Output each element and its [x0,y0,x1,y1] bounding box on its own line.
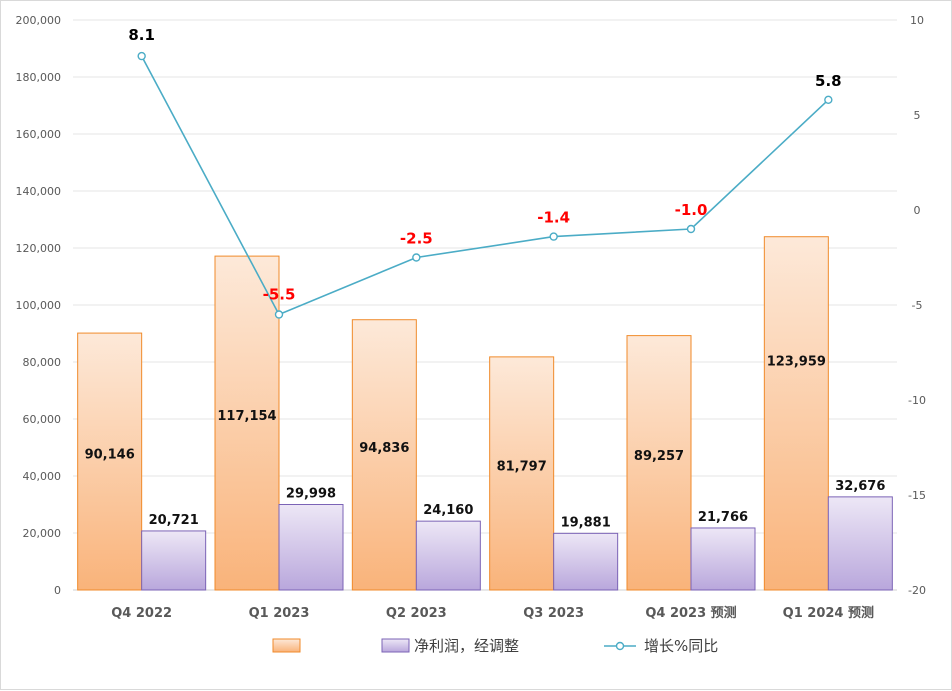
category-label: Q3 2023 [523,606,584,621]
bar-net-profit-adjusted [141,530,207,591]
category-label: Q4 2022 [111,606,172,621]
bar-revenue-value-label: 89,257 [634,449,684,464]
bar-revenue-value-label: 117,154 [217,409,276,424]
bar-revenue [214,255,280,591]
bars [77,236,893,591]
right-axis-tick-label: -15 [908,489,926,502]
bar-revenue [77,332,143,591]
bar-revenue-value-label: 81,797 [497,459,547,474]
bar-revenue [351,319,417,591]
right-axis-tick-label: -20 [908,584,926,597]
growth-value-label: -1.0 [675,201,708,219]
growth-point [412,253,421,262]
legend: 净利润，经调整 增长%同比 [272,637,718,655]
bar-net-profit-adjusted [278,504,344,591]
growth-value-label: -2.5 [400,230,433,248]
legend-label-growth: 增长%同比 [644,637,718,655]
growth-point [686,224,696,234]
left-axis-tick-label: 160,000 [16,128,62,141]
bar-net-profit-value-label: 21,766 [698,510,748,525]
bar-net-profit-adjusted [415,520,481,591]
right-axis-tick-label: -10 [908,394,926,407]
right-axis-tick-label: -5 [912,299,923,312]
bar-revenue-value-label: 123,959 [767,354,826,369]
category-label: Q1 2023 [249,606,310,621]
category-label: Q1 2024 预测 [783,605,874,621]
left-axis-tick-label: 120,000 [16,242,62,255]
left-axis-tick-label: 100,000 [16,299,62,312]
growth-point [549,232,558,241]
growth-value-label: 8.1 [128,26,155,44]
category-label: Q2 2023 [386,606,447,621]
left-axis-tick-label: 140,000 [16,185,62,198]
bar-net-profit-value-label: 24,160 [423,503,473,518]
bar-net-profit-value-label: 32,676 [835,479,885,494]
bar-revenue-value-label: 94,836 [359,441,409,456]
bar-net-profit-adjusted [553,532,619,591]
growth-value-label: 5.8 [815,72,842,90]
growth-line-path [140,55,829,316]
growth-value-label: -1.4 [537,209,570,227]
bar-net-profit-value-label: 29,998 [286,487,336,502]
legend-label-net-profit: 净利润，经调整 [414,637,519,655]
right-axis-tick-label: 0 [914,204,921,217]
left-axis-tick-label: 180,000 [16,71,62,84]
growth-point [274,310,284,319]
growth-point [137,51,146,61]
right-axis-tick-label: 10 [910,14,924,27]
bar-net-profit-value-label: 19,881 [561,515,611,530]
category-label: Q4 2023 预测 [645,605,736,621]
bar-net-profit-adjusted [827,496,893,591]
bar-revenue [626,335,692,591]
gridlines [73,19,897,534]
axes: 0 20,000 40,000 60,000 80,000 100,000 120,000 1… [16,14,926,621]
left-axis-tick-label: 20,000 [23,527,62,540]
legend-swatch-net-profit [381,638,410,653]
growth-point [824,95,833,105]
left-axis-tick-label: 60,000 [23,413,62,426]
data-labels: 90,146 20,721 117,154 29,998 94,836 24,160 81,… [85,26,886,530]
left-axis-tick-label: 40,000 [23,470,62,483]
growth-line [137,51,833,319]
right-axis-tick-label: 5 [914,109,921,122]
growth-value-label: -5.5 [263,286,296,304]
bar-revenue [763,236,829,591]
bar-revenue [489,356,555,591]
legend-swatch-revenue [272,638,301,653]
legend-swatch-growth-marker [615,641,625,651]
left-axis-tick-label: 0 [54,584,61,597]
left-axis-tick-label: 200,000 [16,14,62,27]
bar-net-profit-value-label: 20,721 [149,513,199,528]
bar-revenue-value-label: 90,146 [85,448,135,463]
left-axis-tick-label: 80,000 [23,356,62,369]
bar-net-profit-adjusted [690,527,756,591]
